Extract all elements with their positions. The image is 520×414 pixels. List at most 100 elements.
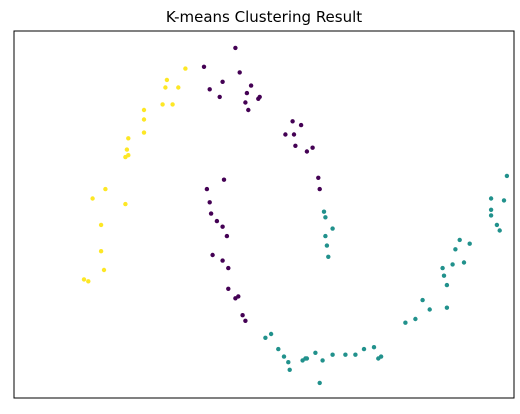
cluster-2-point-17	[98, 249, 104, 254]
cluster-1-point-37	[317, 380, 322, 386]
cluster-0-point-17	[290, 119, 295, 124]
cluster-1-point-1	[323, 215, 328, 220]
scatter-points	[81, 45, 510, 386]
cluster-0-point-11	[246, 107, 251, 113]
cluster-0-point-19	[316, 175, 321, 180]
cluster-0-point-22	[221, 177, 227, 182]
cluster-0-point-24	[208, 211, 214, 216]
cluster-1-point-25	[403, 320, 408, 325]
cluster-1-point-40	[353, 352, 358, 357]
cluster-0-point-6	[244, 90, 250, 96]
cluster-1-point-26	[268, 331, 274, 337]
cluster-1-point-20	[444, 282, 450, 288]
chart-title: K-means Clustering Result	[166, 8, 362, 26]
cluster-1-point-30	[286, 360, 291, 365]
cluster-1-point-35	[313, 350, 318, 355]
cluster-1-point-19	[441, 273, 447, 278]
cluster-2-point-9	[126, 136, 131, 141]
cluster-2-point-15	[123, 201, 128, 207]
cluster-2-point-19	[81, 277, 87, 282]
cluster-0-point-1	[233, 45, 238, 51]
cluster-2-point-7	[141, 117, 147, 122]
cluster-1-point-15	[467, 241, 472, 246]
cluster-0-point-34	[240, 313, 245, 318]
cluster-0-point-21	[204, 186, 210, 192]
cluster-0-point-3	[217, 94, 222, 100]
cluster-2-point-10	[124, 147, 130, 152]
cluster-1-point-44	[378, 354, 384, 359]
cluster-1-point-6	[504, 173, 510, 179]
cluster-1-point-0	[321, 209, 327, 214]
cluster-1-point-39	[343, 352, 348, 357]
cluster-0-point-18	[298, 122, 304, 128]
cluster-0-point-2	[207, 87, 212, 92]
cluster-1-point-11	[494, 222, 500, 228]
cluster-1-point-4	[324, 243, 330, 248]
cluster-1-point-13	[457, 237, 462, 243]
cluster-0-point-25	[214, 218, 220, 224]
cluster-2-point-20	[86, 279, 91, 284]
cluster-0-point-23	[207, 200, 212, 205]
cluster-0-point-15	[310, 145, 315, 150]
cluster-2-point-16	[98, 222, 104, 228]
cluster-1-point-41	[361, 346, 367, 352]
cluster-0-point-28	[210, 252, 215, 258]
cluster-1-point-17	[450, 262, 455, 267]
cluster-0-point-12	[283, 132, 288, 137]
cluster-2-point-14	[90, 196, 95, 201]
cluster-1-point-38	[330, 352, 335, 357]
cluster-0-point-30	[226, 265, 231, 271]
cluster-2-point-8	[141, 130, 147, 135]
cluster-0-point-20	[317, 186, 322, 192]
cluster-1-point-5	[326, 254, 331, 259]
cluster-1-point-10	[488, 213, 494, 218]
cluster-1-point-8	[501, 198, 507, 203]
cluster-2-point-18	[101, 267, 107, 273]
cluster-1-point-9	[488, 207, 494, 212]
cluster-1-point-7	[488, 196, 494, 201]
cluster-2-point-1	[164, 77, 170, 83]
cluster-0-point-14	[291, 132, 297, 137]
cluster-2-point-4	[160, 102, 165, 107]
cluster-1-point-28	[276, 346, 281, 352]
cluster-1-point-24	[413, 316, 418, 322]
cluster-1-point-36	[320, 358, 325, 363]
cluster-1-point-12	[497, 228, 502, 233]
cluster-1-point-34	[304, 356, 310, 361]
cluster-0-point-29	[220, 258, 225, 263]
cluster-1-point-16	[461, 260, 467, 265]
cluster-0-point-10	[248, 83, 254, 88]
cluster-2-point-13	[103, 186, 108, 192]
cluster-2-point-12	[123, 154, 128, 160]
cluster-0-point-4	[220, 79, 225, 85]
cluster-2-point-5	[170, 102, 175, 107]
cluster-0-point-26	[220, 224, 225, 229]
cluster-0-point-9	[257, 94, 262, 100]
cluster-0-point-33	[236, 294, 241, 299]
cluster-2-point-6	[141, 107, 147, 113]
cluster-1-point-21	[444, 305, 450, 310]
cluster-1-point-18	[440, 265, 445, 271]
cluster-1-point-23	[427, 307, 432, 312]
cluster-0-point-35	[243, 318, 248, 323]
cluster-0-point-31	[226, 286, 231, 291]
cluster-0-point-13	[293, 143, 298, 148]
cluster-1-point-31	[287, 367, 292, 372]
cluster-1-point-2	[330, 226, 335, 231]
cluster-1-point-27	[263, 335, 268, 340]
cluster-0-point-27	[224, 233, 230, 239]
cluster-0-point-7	[243, 100, 248, 105]
cluster-0-point-5	[237, 70, 242, 75]
cluster-2-point-3	[176, 85, 181, 90]
cluster-1-point-3	[323, 233, 328, 239]
cluster-2-point-0	[183, 66, 188, 71]
cluster-1-point-14	[453, 247, 458, 252]
cluster-2-point-2	[163, 85, 168, 90]
cluster-1-point-22	[420, 297, 425, 303]
cluster-0-point-0	[201, 64, 207, 70]
plot-area	[13, 30, 515, 399]
cluster-0-point-16	[304, 149, 310, 154]
cluster-1-point-42	[371, 345, 377, 350]
cluster-1-point-29	[281, 354, 287, 359]
